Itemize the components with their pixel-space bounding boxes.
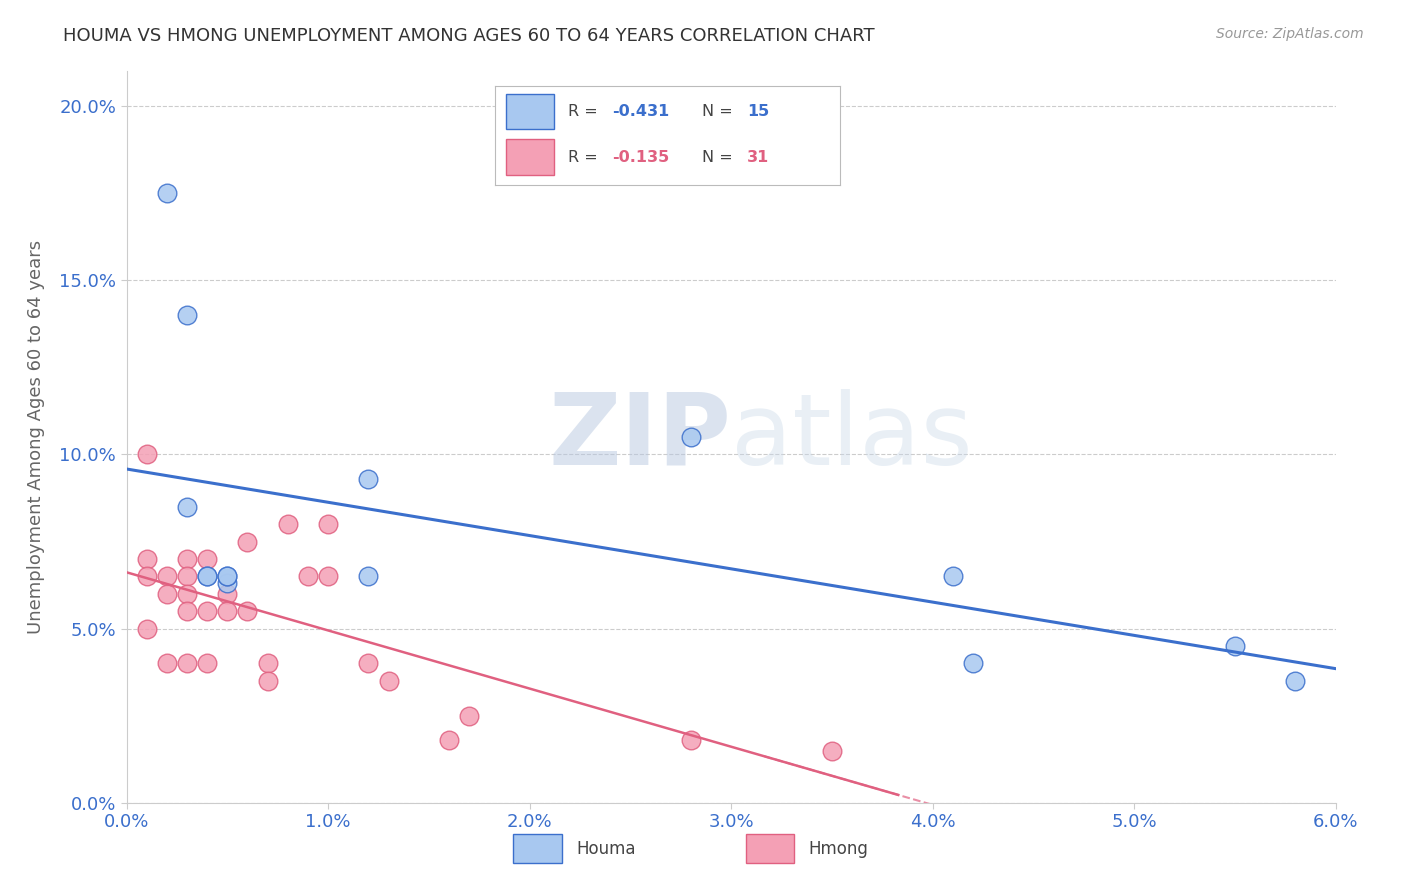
Point [236, 604, 259, 618]
Point [176, 569, 198, 583]
Point [217, 569, 239, 583]
Point [176, 308, 198, 322]
Point [156, 569, 179, 583]
Point [1284, 673, 1306, 688]
Point [135, 552, 157, 566]
Point [962, 657, 984, 671]
Text: ZIP: ZIP [548, 389, 731, 485]
Point [437, 733, 460, 747]
Text: Source: ZipAtlas.com: Source: ZipAtlas.com [1216, 27, 1364, 41]
Point [679, 733, 702, 747]
Point [821, 743, 844, 757]
Point [156, 587, 179, 601]
Point [135, 448, 157, 462]
Point [942, 569, 965, 583]
Point [156, 657, 179, 671]
Point [217, 587, 239, 601]
Point [195, 569, 218, 583]
Point [357, 569, 380, 583]
Point [316, 517, 339, 532]
Point [217, 604, 239, 618]
Point [357, 472, 380, 486]
Point [256, 673, 278, 688]
Point [277, 517, 299, 532]
Point [176, 657, 198, 671]
Text: atlas: atlas [731, 389, 973, 485]
Text: HOUMA VS HMONG UNEMPLOYMENT AMONG AGES 60 TO 64 YEARS CORRELATION CHART: HOUMA VS HMONG UNEMPLOYMENT AMONG AGES 6… [63, 27, 875, 45]
Point [458, 708, 481, 723]
Point [357, 657, 380, 671]
Point [1223, 639, 1246, 653]
Point [195, 569, 218, 583]
Point [176, 587, 198, 601]
Point [156, 186, 179, 201]
Point [135, 622, 157, 636]
Point [236, 534, 259, 549]
Point [256, 657, 278, 671]
Point [176, 604, 198, 618]
Point [195, 552, 218, 566]
Point [176, 500, 198, 514]
Point [176, 552, 198, 566]
Point [135, 569, 157, 583]
Y-axis label: Unemployment Among Ages 60 to 64 years: Unemployment Among Ages 60 to 64 years [27, 240, 45, 634]
Point [195, 657, 218, 671]
Point [679, 430, 702, 444]
Point [316, 569, 339, 583]
Point [217, 569, 239, 583]
Point [217, 576, 239, 591]
Point [377, 673, 399, 688]
Point [297, 569, 319, 583]
Point [195, 604, 218, 618]
